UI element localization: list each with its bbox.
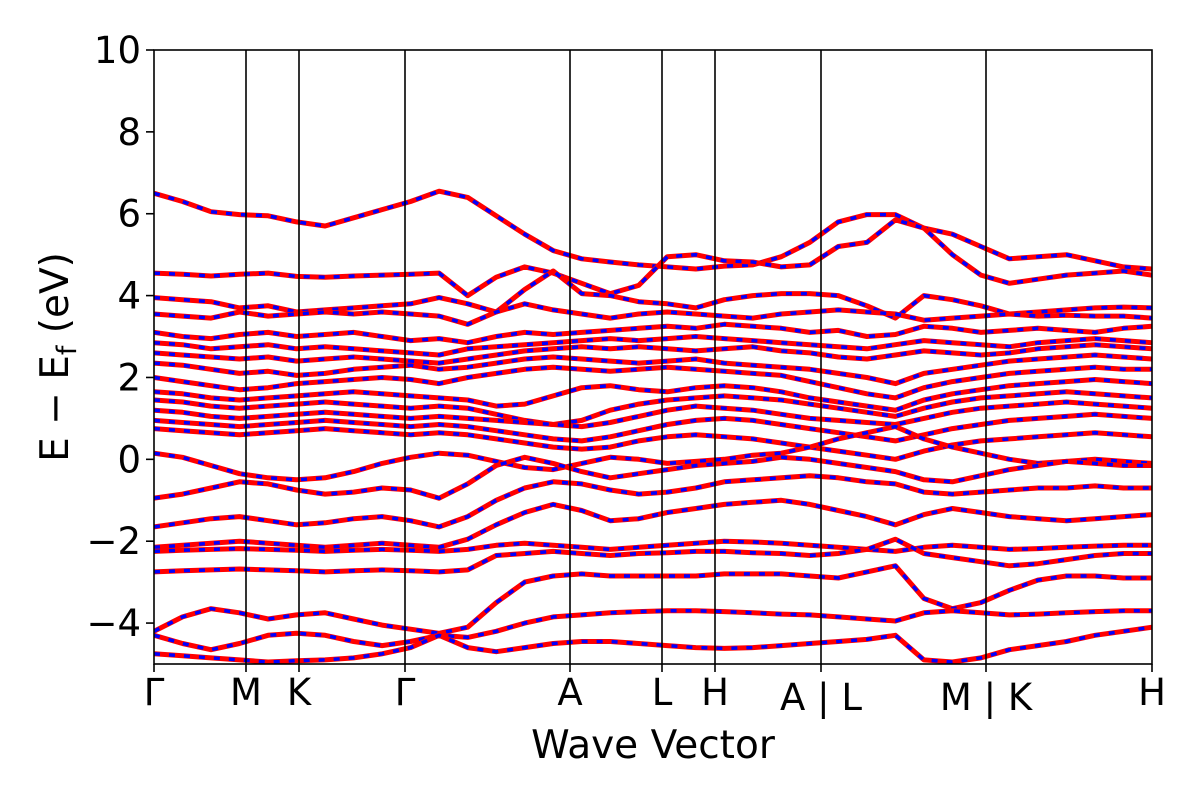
band-spin-down-0 <box>154 189 1152 271</box>
band-spin-down-22 <box>154 625 1152 664</box>
band-spin-down-4 <box>154 322 1152 345</box>
high-symmetry-lines <box>245 50 987 664</box>
y-axis-title: E − Ef (eV) <box>33 252 83 462</box>
y-axis-title-unit: (eV) <box>33 252 78 346</box>
x-tick-label: M | K <box>940 676 1034 719</box>
x-tick-label: H <box>1138 671 1166 714</box>
band-spin-up-13 <box>154 426 1152 462</box>
band-spin-down-7 <box>154 353 1152 386</box>
band-spin-down-15 <box>154 455 1152 500</box>
x-tick-label: A <box>557 671 582 714</box>
band-lines <box>154 188 1152 664</box>
x-axis-title: Wave Vector <box>531 723 776 768</box>
plot-frame <box>153 49 1153 665</box>
x-tick-label: L <box>652 671 673 714</box>
y-tick-label: −2 <box>86 520 141 563</box>
x-tick-label: K <box>287 671 313 714</box>
band-spin-up-0 <box>154 188 1152 272</box>
y-tick-label: 10 <box>94 29 141 72</box>
band-spin-down-17 <box>154 498 1152 550</box>
band-spin-down-16 <box>154 473 1152 529</box>
y-tick-label: 4 <box>117 275 141 318</box>
band-spin-down-1 <box>154 218 1152 298</box>
band-spin-up-20 <box>154 563 1152 636</box>
x-tick-label: A | L <box>780 676 862 719</box>
band-spin-down-12 <box>154 412 1152 443</box>
y-tick-label: 8 <box>117 111 141 154</box>
y-axis-title-main: E − E <box>33 355 78 462</box>
x-tick-label: M <box>230 671 262 714</box>
y-tick-label: 6 <box>117 193 141 236</box>
band-spin-down-13 <box>154 426 1152 462</box>
band-spin-down-5 <box>154 334 1152 357</box>
y-tick-label: 0 <box>117 438 141 481</box>
band-spin-up-16 <box>154 473 1152 530</box>
y-axis-title-subscript: f <box>52 344 83 355</box>
y-axis-ticks: −4 −2 0 2 4 6 8 10 <box>86 29 154 645</box>
band-spin-down-18 <box>154 539 1152 554</box>
y-tick-label: −4 <box>86 602 141 645</box>
y-tick-label: 2 <box>117 356 141 399</box>
x-tick-label: Γ <box>144 671 165 714</box>
band-spin-down-11 <box>154 400 1152 429</box>
x-tick-label: H <box>701 671 729 714</box>
band-spin-down-6 <box>154 342 1152 365</box>
x-tick-label: Γ <box>395 671 416 714</box>
band-spin-down-14 <box>154 424 1152 482</box>
